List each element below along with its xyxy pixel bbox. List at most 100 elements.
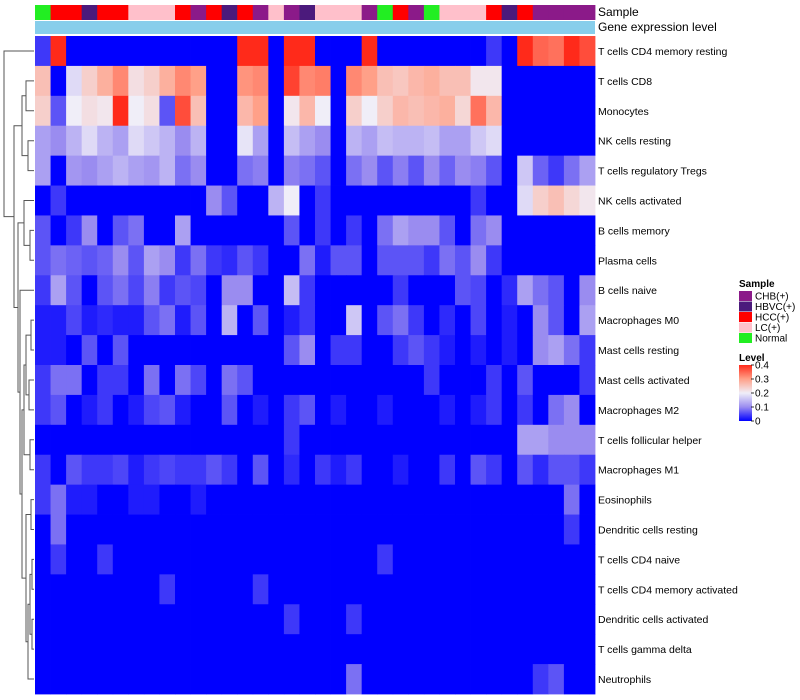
heatmap-cell — [517, 394, 534, 426]
heatmap-cell — [299, 484, 316, 515]
heatmap-cell — [221, 634, 238, 665]
heatmap-cell — [283, 365, 300, 396]
heatmap-cell — [548, 604, 565, 635]
heatmap-cell — [501, 155, 518, 186]
heatmap-cell — [50, 275, 67, 306]
heatmap-cell — [175, 185, 191, 216]
heatmap-cell — [143, 574, 160, 605]
heatmap-cell — [190, 305, 207, 336]
heatmap-cell — [252, 305, 269, 336]
sample-annotation-cell — [175, 5, 191, 20]
heatmap-cell — [128, 574, 145, 605]
heatmap-cell — [237, 245, 254, 276]
heatmap-cell — [237, 424, 254, 456]
row-label: Plasma cells — [598, 255, 657, 267]
heatmap-cell — [392, 454, 409, 486]
heatmap-cells — [35, 36, 596, 695]
heatmap-cell — [66, 574, 83, 605]
heatmap-cell — [206, 365, 223, 396]
heatmap-cell — [315, 574, 331, 605]
heatmap-cell — [175, 305, 191, 336]
heatmap-cell — [392, 36, 409, 67]
heatmap-cell — [361, 484, 378, 515]
heatmap-cell — [346, 514, 363, 545]
heatmap-cell — [563, 335, 580, 366]
heatmap-cell — [112, 514, 129, 545]
heatmap-cell — [175, 155, 191, 186]
heatmap-cell — [128, 335, 145, 366]
heatmap-cell — [50, 335, 67, 366]
heatmap-cell — [128, 215, 145, 246]
heatmap-cell — [143, 394, 160, 426]
heatmap-cell — [128, 634, 145, 665]
heatmap-cell — [143, 185, 160, 216]
heatmap-cell — [361, 36, 378, 67]
heatmap-cell — [50, 36, 67, 67]
heatmap-cell — [175, 95, 191, 127]
heatmap-cell — [268, 215, 285, 246]
heatmap-cell — [299, 95, 316, 127]
heatmap-cell — [268, 365, 285, 396]
heatmap-cell — [377, 245, 394, 276]
heatmap-cell — [346, 424, 363, 456]
heatmap-cell — [455, 484, 471, 515]
heatmap-cell — [377, 155, 394, 186]
heatmap-cell — [548, 155, 565, 186]
heatmap-cell — [346, 36, 363, 67]
heatmap-cell — [81, 544, 98, 575]
heatmap-cell — [377, 215, 394, 246]
heatmap-cell — [330, 155, 347, 186]
heatmap-cell — [97, 634, 114, 665]
heatmap-cell — [81, 365, 98, 396]
heatmap-cell — [206, 215, 223, 246]
dendrogram-branch — [31, 618, 34, 650]
heatmap-cell — [206, 185, 223, 216]
heatmap-cell — [579, 155, 596, 186]
heatmap-cell — [159, 155, 176, 186]
heatmap-cell — [159, 664, 176, 695]
heatmap-cell — [252, 36, 269, 67]
heatmap-cell — [175, 454, 191, 486]
heatmap-cell — [143, 125, 160, 157]
heatmap-cell — [81, 664, 98, 695]
heatmap-cell — [159, 394, 176, 426]
heatmap-cell — [423, 155, 440, 186]
row-label: Monocytes — [598, 106, 649, 118]
heatmap-cell — [330, 664, 347, 695]
heatmap-cell — [81, 125, 98, 157]
heatmap-cell — [532, 185, 549, 216]
heatmap-cell — [35, 664, 51, 695]
level-tick-label: 0.3 — [755, 375, 769, 386]
legend-swatch — [739, 291, 752, 301]
heatmap-cell — [206, 95, 223, 127]
heatmap-cell — [175, 36, 191, 67]
heatmap-cell — [532, 215, 549, 246]
heatmap-cell — [330, 305, 347, 336]
heatmap-cell — [470, 634, 487, 665]
sample-annotation-cell — [190, 5, 207, 20]
heatmap-cell — [66, 65, 83, 97]
sample-annotation-cell — [112, 5, 129, 20]
heatmap-cell — [112, 574, 129, 605]
heatmap-cell — [35, 305, 51, 336]
sample-annotation-cell — [486, 5, 503, 20]
dendrogram-branch — [25, 80, 34, 112]
heatmap-cell — [268, 664, 285, 695]
heatmap-cell — [579, 36, 596, 67]
heatmap-cell — [112, 125, 129, 157]
heatmap-cell — [548, 574, 565, 605]
heatmap-cell — [237, 95, 254, 127]
heatmap-cell — [486, 65, 503, 97]
heatmap-cell — [268, 125, 285, 157]
heatmap-cell — [66, 305, 83, 336]
heatmap-cell — [66, 514, 83, 545]
heatmap-cell — [237, 65, 254, 97]
heatmap-cell — [206, 634, 223, 665]
heatmap-cell — [268, 634, 285, 665]
heatmap-cell — [579, 185, 596, 216]
heatmap-cell — [346, 484, 363, 515]
heatmap-cell — [66, 484, 83, 515]
heatmap-cell — [206, 65, 223, 97]
heatmap-cell — [66, 125, 83, 157]
heatmap-cell — [532, 394, 549, 426]
